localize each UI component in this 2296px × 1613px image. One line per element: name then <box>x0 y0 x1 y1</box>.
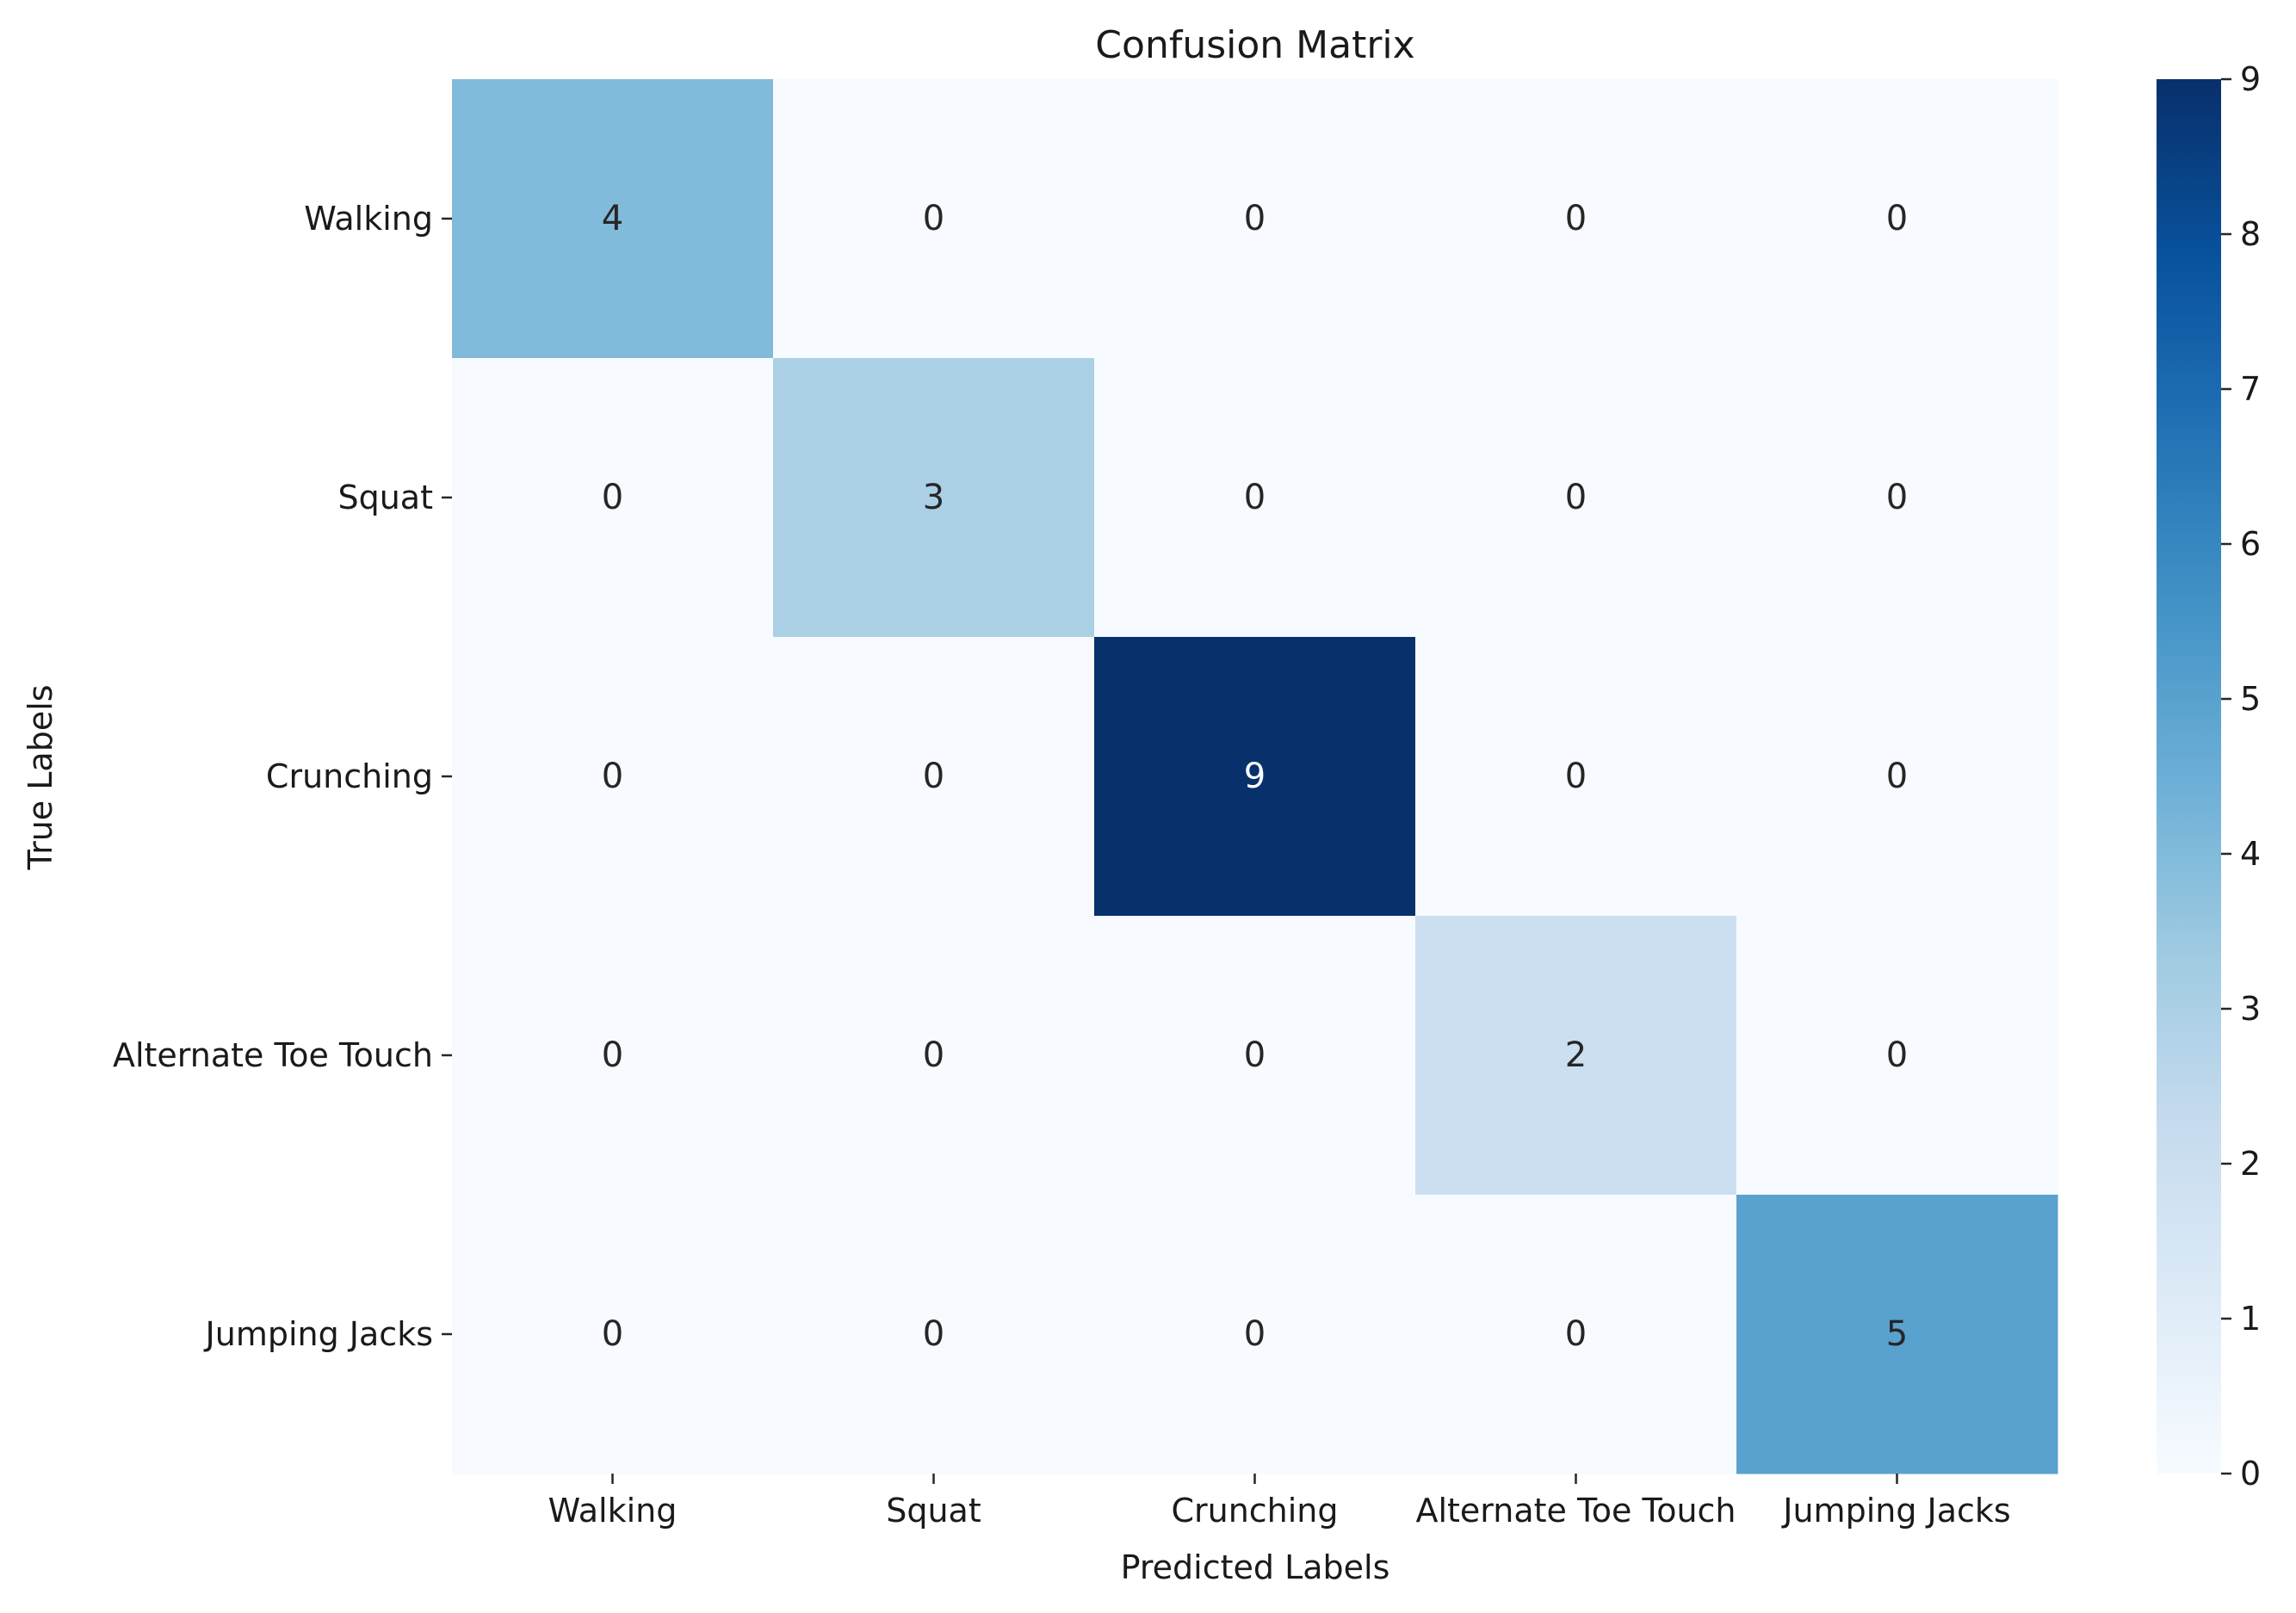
cell-value-label: 0 <box>1244 1035 1266 1075</box>
cell-value-label: 0 <box>1244 478 1266 517</box>
cell-value-label: 0 <box>602 1314 623 1354</box>
y-tick-label: Jumping Jacks <box>204 1315 433 1353</box>
heatmap-cell <box>1736 1195 2058 1474</box>
heatmap-cell <box>1094 358 1416 638</box>
cell-value-label: 0 <box>1565 478 1587 517</box>
heatmap-cell <box>1415 916 1737 1196</box>
heatmap-cell <box>1736 358 2058 638</box>
cell-value-label: 0 <box>1244 1314 1266 1354</box>
heatmap-cell <box>1415 637 1737 917</box>
heatmap-cell <box>452 1195 774 1474</box>
heatmap-cell <box>773 916 1095 1196</box>
heatmap-cell <box>773 358 1095 638</box>
cell-value-label: 0 <box>923 757 944 796</box>
colorbar-tick-label: 2 <box>2240 1145 2261 1183</box>
heatmap-cell <box>452 358 774 638</box>
colorbar-tick-label: 1 <box>2240 1300 2261 1338</box>
y-tick-label: Crunching <box>266 757 433 795</box>
cell-value-label: 0 <box>923 199 944 238</box>
colorbar: 0 1 2 3 4 5 6 7 8 9 <box>2157 60 2261 1492</box>
y-axis: Walking Squat Crunching Alternate Toe Touch… <box>113 200 452 1353</box>
colorbar-gradient <box>2157 79 2221 1474</box>
cell-value-label: 9 <box>1244 757 1266 796</box>
cell-value-label: 4 <box>602 199 623 238</box>
colorbar-tick-label: 5 <box>2240 680 2261 718</box>
x-axis-label: Predicted Labels <box>1121 1548 1390 1586</box>
heatmap-cell <box>773 637 1095 917</box>
heatmap-cell <box>1736 637 2058 917</box>
cell-value-label: 0 <box>1565 199 1587 238</box>
colorbar-tick-label: 3 <box>2240 990 2261 1028</box>
heatmap-grid: 4 0 0 0 0 0 3 0 0 0 0 0 9 0 0 0 0 0 2 0 0 0 0 0 5 <box>452 79 2058 1474</box>
colorbar-ticks: 0 1 2 3 4 5 6 7 8 9 <box>2221 60 2261 1492</box>
x-tick-label: Alternate Toe Touch <box>1415 1492 1736 1530</box>
x-tick-label: Squat <box>886 1492 981 1530</box>
colorbar-tick-label: 6 <box>2240 525 2261 563</box>
cell-value-label: 5 <box>1886 1314 1908 1354</box>
heatmap-cell <box>773 1195 1095 1474</box>
heatmap-cell <box>1094 1195 1416 1474</box>
cell-value-label: 0 <box>1565 1314 1587 1354</box>
heatmap-cell <box>1415 358 1737 638</box>
colorbar-tick-label: 9 <box>2240 60 2261 98</box>
cell-value-label: 0 <box>1886 1035 1908 1075</box>
heatmap-cell <box>773 79 1095 359</box>
heatmap-cell <box>1415 79 1737 359</box>
x-tick-label: Walking <box>548 1492 678 1530</box>
y-tick-label: Alternate Toe Touch <box>113 1036 433 1074</box>
colorbar-tick-label: 4 <box>2240 835 2261 873</box>
heatmap-cell <box>1736 916 2058 1196</box>
y-tick-label: Squat <box>337 479 433 516</box>
cell-value-label: 3 <box>923 478 944 517</box>
colorbar-tick-label: 7 <box>2240 370 2261 408</box>
cell-value-label: 0 <box>602 478 623 517</box>
y-axis-label: True Labels <box>22 684 59 870</box>
heatmap-cell <box>1094 916 1416 1196</box>
cell-value-label: 0 <box>923 1314 944 1354</box>
heatmap-cell <box>452 79 774 359</box>
cell-value-label: 0 <box>1886 757 1908 796</box>
heatmap-cell <box>452 916 774 1196</box>
y-tick-label: Walking <box>304 200 433 238</box>
cell-value-label: 0 <box>1886 199 1908 238</box>
x-axis: Walking Squat Crunching Alternate Toe Touch… <box>548 1474 2011 1530</box>
heatmap-cell <box>1094 637 1416 917</box>
x-tick-label: Jumping Jacks <box>1781 1492 2010 1530</box>
cell-value-label: 0 <box>1244 199 1266 238</box>
cell-value-label: 0 <box>602 1035 623 1075</box>
heatmap-cell <box>1736 79 2058 359</box>
chart-title: Confusion Matrix <box>1095 23 1414 67</box>
cell-value-label: 0 <box>1886 478 1908 517</box>
cell-value-label: 0 <box>923 1035 944 1075</box>
heatmap-cell <box>452 637 774 917</box>
colorbar-tick-label: 8 <box>2240 215 2261 253</box>
cell-value-label: 0 <box>1565 757 1587 796</box>
cell-value-label: 0 <box>602 757 623 796</box>
heatmap-cell <box>1415 1195 1737 1474</box>
heatmap-cell <box>1094 79 1416 359</box>
x-tick-label: Crunching <box>1171 1492 1338 1530</box>
cell-value-label: 2 <box>1565 1035 1587 1075</box>
colorbar-tick-label: 0 <box>2240 1455 2261 1492</box>
